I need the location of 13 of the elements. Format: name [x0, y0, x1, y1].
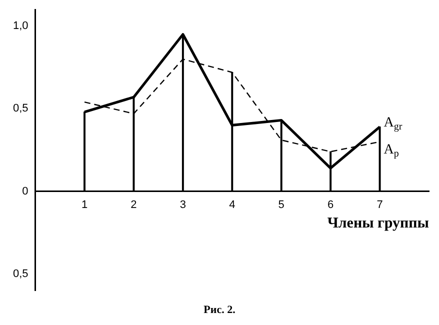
y-tick-label: 0,5 [12, 102, 28, 115]
y-tick-label: 0,5 [12, 268, 28, 280]
x-tick-label: 1 [81, 198, 88, 211]
y-tick-label: 0 [22, 185, 28, 198]
x-tick-label: 4 [229, 198, 236, 211]
x-tick-label: 6 [328, 198, 334, 211]
x-tick-label: 7 [376, 198, 383, 211]
y-tick-label: 1,0 [12, 20, 28, 32]
x-tick-label: 2 [130, 198, 137, 211]
text: Рис. 2. [202, 304, 236, 316]
x-axis-title: Члены группы [327, 215, 430, 232]
x-tick-label: 5 [278, 198, 284, 211]
x-tick-label: 3 [180, 198, 186, 211]
